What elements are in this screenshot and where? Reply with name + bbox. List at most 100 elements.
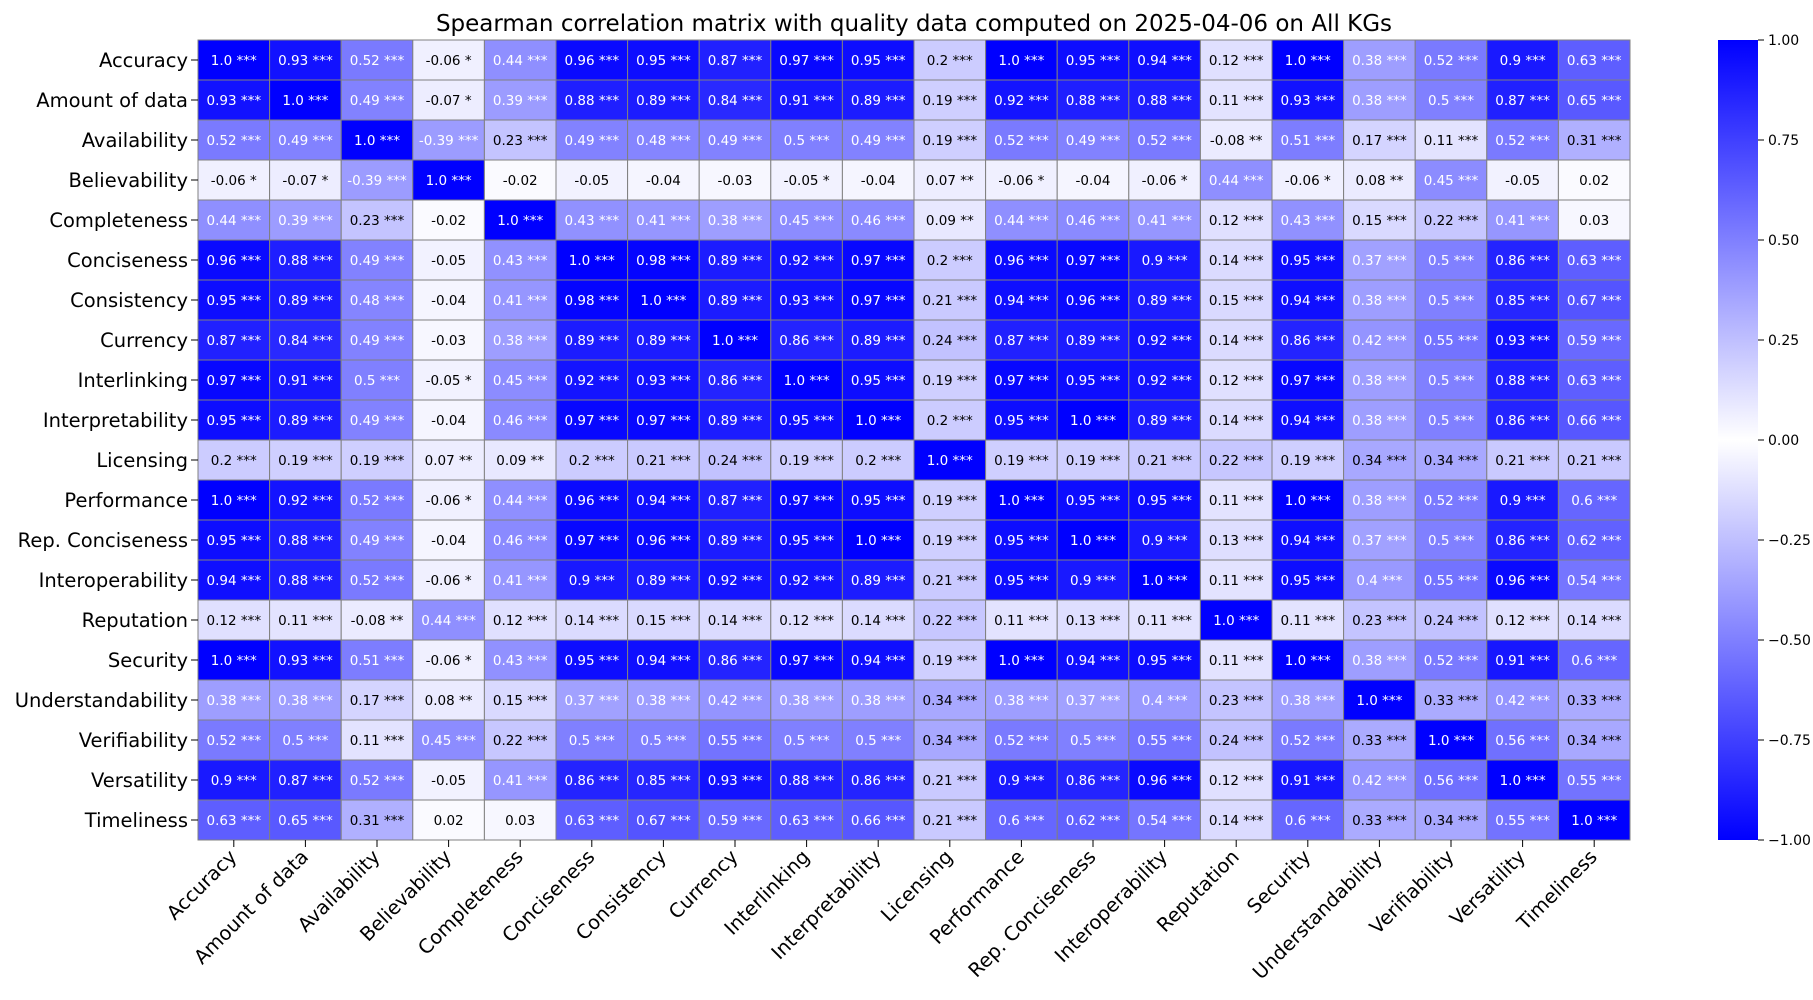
cell-value-label: 0.52 ***: [994, 733, 1049, 749]
heatmap-cell: [340, 759, 414, 801]
row-label: Completeness: [49, 209, 188, 232]
cell-value-label: 0.96 ***: [1137, 773, 1192, 789]
cell-value-label: 0.21 ***: [636, 453, 691, 469]
heatmap-cell: [269, 439, 342, 481]
cell-value-label: 0.88 ***: [278, 533, 333, 549]
heatmap-cell: [555, 359, 629, 401]
cell-value-label: 0.52 ***: [350, 493, 405, 509]
cell-value-label: -0.05: [1505, 173, 1540, 189]
cell-value-label: 0.67 ***: [636, 813, 691, 829]
heatmap-cell: [1128, 39, 1201, 81]
cell-value-label: 0.39 ***: [493, 93, 548, 109]
cell-value-label: 1.0 ***: [282, 93, 328, 109]
cell-value-label: 0.49 ***: [564, 133, 619, 149]
cell-value-label: 0.5 ***: [640, 733, 686, 749]
heatmap-cell: [1056, 359, 1130, 401]
heatmap-cell: [770, 479, 843, 521]
heatmap-cell: [1199, 199, 1273, 241]
heatmap-cell: [1128, 399, 1201, 441]
cell-value-label: 0.45 ***: [421, 733, 476, 749]
heatmap-cell: [627, 119, 700, 161]
heatmap-cell: [269, 199, 342, 241]
cell-value-label: 0.52 ***: [994, 133, 1049, 149]
heatmap-cell: [1199, 559, 1273, 601]
heatmap-cell: [913, 679, 987, 721]
heatmap-cell: [340, 319, 414, 361]
cell-value-label: 0.5 ***: [1070, 733, 1116, 749]
heatmap-cell: [483, 119, 557, 161]
cell-value-label: 0.2 ***: [211, 453, 257, 469]
cell-value-label: 0.39 ***: [278, 213, 333, 229]
cell-value-label: 0.11 ***: [1137, 613, 1192, 629]
cell-value-label: 0.19 ***: [1280, 453, 1335, 469]
cell-value-label: -0.02: [431, 213, 466, 229]
cell-value-label: 0.5 ***: [1428, 413, 1474, 429]
cell-value-label: 0.63 ***: [779, 813, 834, 829]
cell-value-label: 0.41 ***: [1495, 213, 1550, 229]
cell-value-label: 0.37 ***: [564, 693, 619, 709]
cell-value-label: 0.21 ***: [922, 573, 977, 589]
heatmap-cell: [770, 279, 843, 321]
heatmap-cell: [1199, 279, 1273, 321]
heatmap-cell: [412, 559, 485, 601]
heatmap-cell: [698, 279, 772, 321]
cell-value-label: 0.52 ***: [350, 773, 405, 789]
heatmap-cell: [985, 279, 1058, 321]
heatmap-cell: [1199, 119, 1273, 161]
heatmap-cell: [483, 479, 557, 521]
cell-value-label: 1.0 ***: [211, 53, 257, 69]
cell-value-label: -0.39 ***: [347, 173, 407, 189]
cell-value-label: 0.94 ***: [1280, 293, 1335, 309]
heatmap-cell: [1271, 399, 1345, 441]
cell-value-label: 0.97 ***: [636, 413, 691, 429]
cell-value-label: 0.52 ***: [1495, 133, 1550, 149]
cell-value-label: 0.24 ***: [922, 333, 977, 349]
heatmap-cell: [1343, 199, 1416, 241]
heatmap-cell: [1199, 679, 1273, 721]
heatmap-cell: [483, 799, 557, 841]
cell-value-label: 0.87 ***: [708, 53, 763, 69]
cell-value-label: 0.11 ***: [1424, 133, 1479, 149]
heatmap-cell: [483, 599, 557, 641]
cell-value-label: 0.95 ***: [994, 533, 1049, 549]
heatmap-cell: [770, 519, 843, 561]
cell-value-label: 0.95 ***: [1137, 653, 1192, 669]
cell-value-label: 0.48 ***: [350, 293, 405, 309]
cell-value-label: 0.15 ***: [1209, 293, 1264, 309]
heatmap-cell: [1199, 399, 1273, 441]
cell-value-label: 0.12 ***: [1495, 613, 1550, 629]
heatmap-cell: [841, 39, 915, 81]
cell-value-label: 0.34 ***: [922, 693, 977, 709]
heatmap-cell: [1271, 639, 1345, 681]
cell-value-label: 0.52 ***: [350, 53, 405, 69]
cell-value-label: 0.92 ***: [779, 573, 834, 589]
cell-value-label: 0.93 ***: [708, 773, 763, 789]
heatmap-cell: [1199, 479, 1273, 521]
heatmap-cell: [197, 559, 271, 601]
heatmap-cell: [1271, 159, 1345, 201]
cell-value-label: 0.31 ***: [1567, 133, 1622, 149]
cell-value-label: 0.21 ***: [922, 813, 977, 829]
cell-value-label: 0.92 ***: [1137, 333, 1192, 349]
cell-value-label: 0.87 ***: [206, 333, 261, 349]
cell-value-label: 0.41 ***: [493, 293, 548, 309]
heatmap-cell: [698, 639, 772, 681]
cell-value-label: 1.0 ***: [855, 533, 901, 549]
cell-value-label: 0.56 ***: [1424, 773, 1479, 789]
cell-value-label: 0.07 **: [926, 173, 974, 189]
heatmap-cell: [1271, 199, 1345, 241]
colorbar-tick-label: −0.75: [1768, 733, 1811, 749]
heatmap-cell: [1343, 599, 1416, 641]
heatmap-cell: [555, 679, 629, 721]
cell-value-label: 0.38 ***: [1352, 293, 1407, 309]
cell-value-label: 0.23 ***: [493, 133, 548, 149]
cell-value-label: 0.49 ***: [350, 333, 405, 349]
heatmap-cell: [1128, 439, 1201, 481]
cell-value-label: 0.95 ***: [851, 493, 906, 509]
cell-value-label: 1.0 ***: [211, 653, 257, 669]
heatmap-cell: [1343, 79, 1416, 121]
cell-value-label: 0.11 ***: [278, 613, 333, 629]
cell-value-label: 0.94 ***: [1066, 653, 1121, 669]
cell-value-label: 0.89 ***: [636, 573, 691, 589]
colorbar-tick-label: 0.75: [1768, 133, 1799, 149]
